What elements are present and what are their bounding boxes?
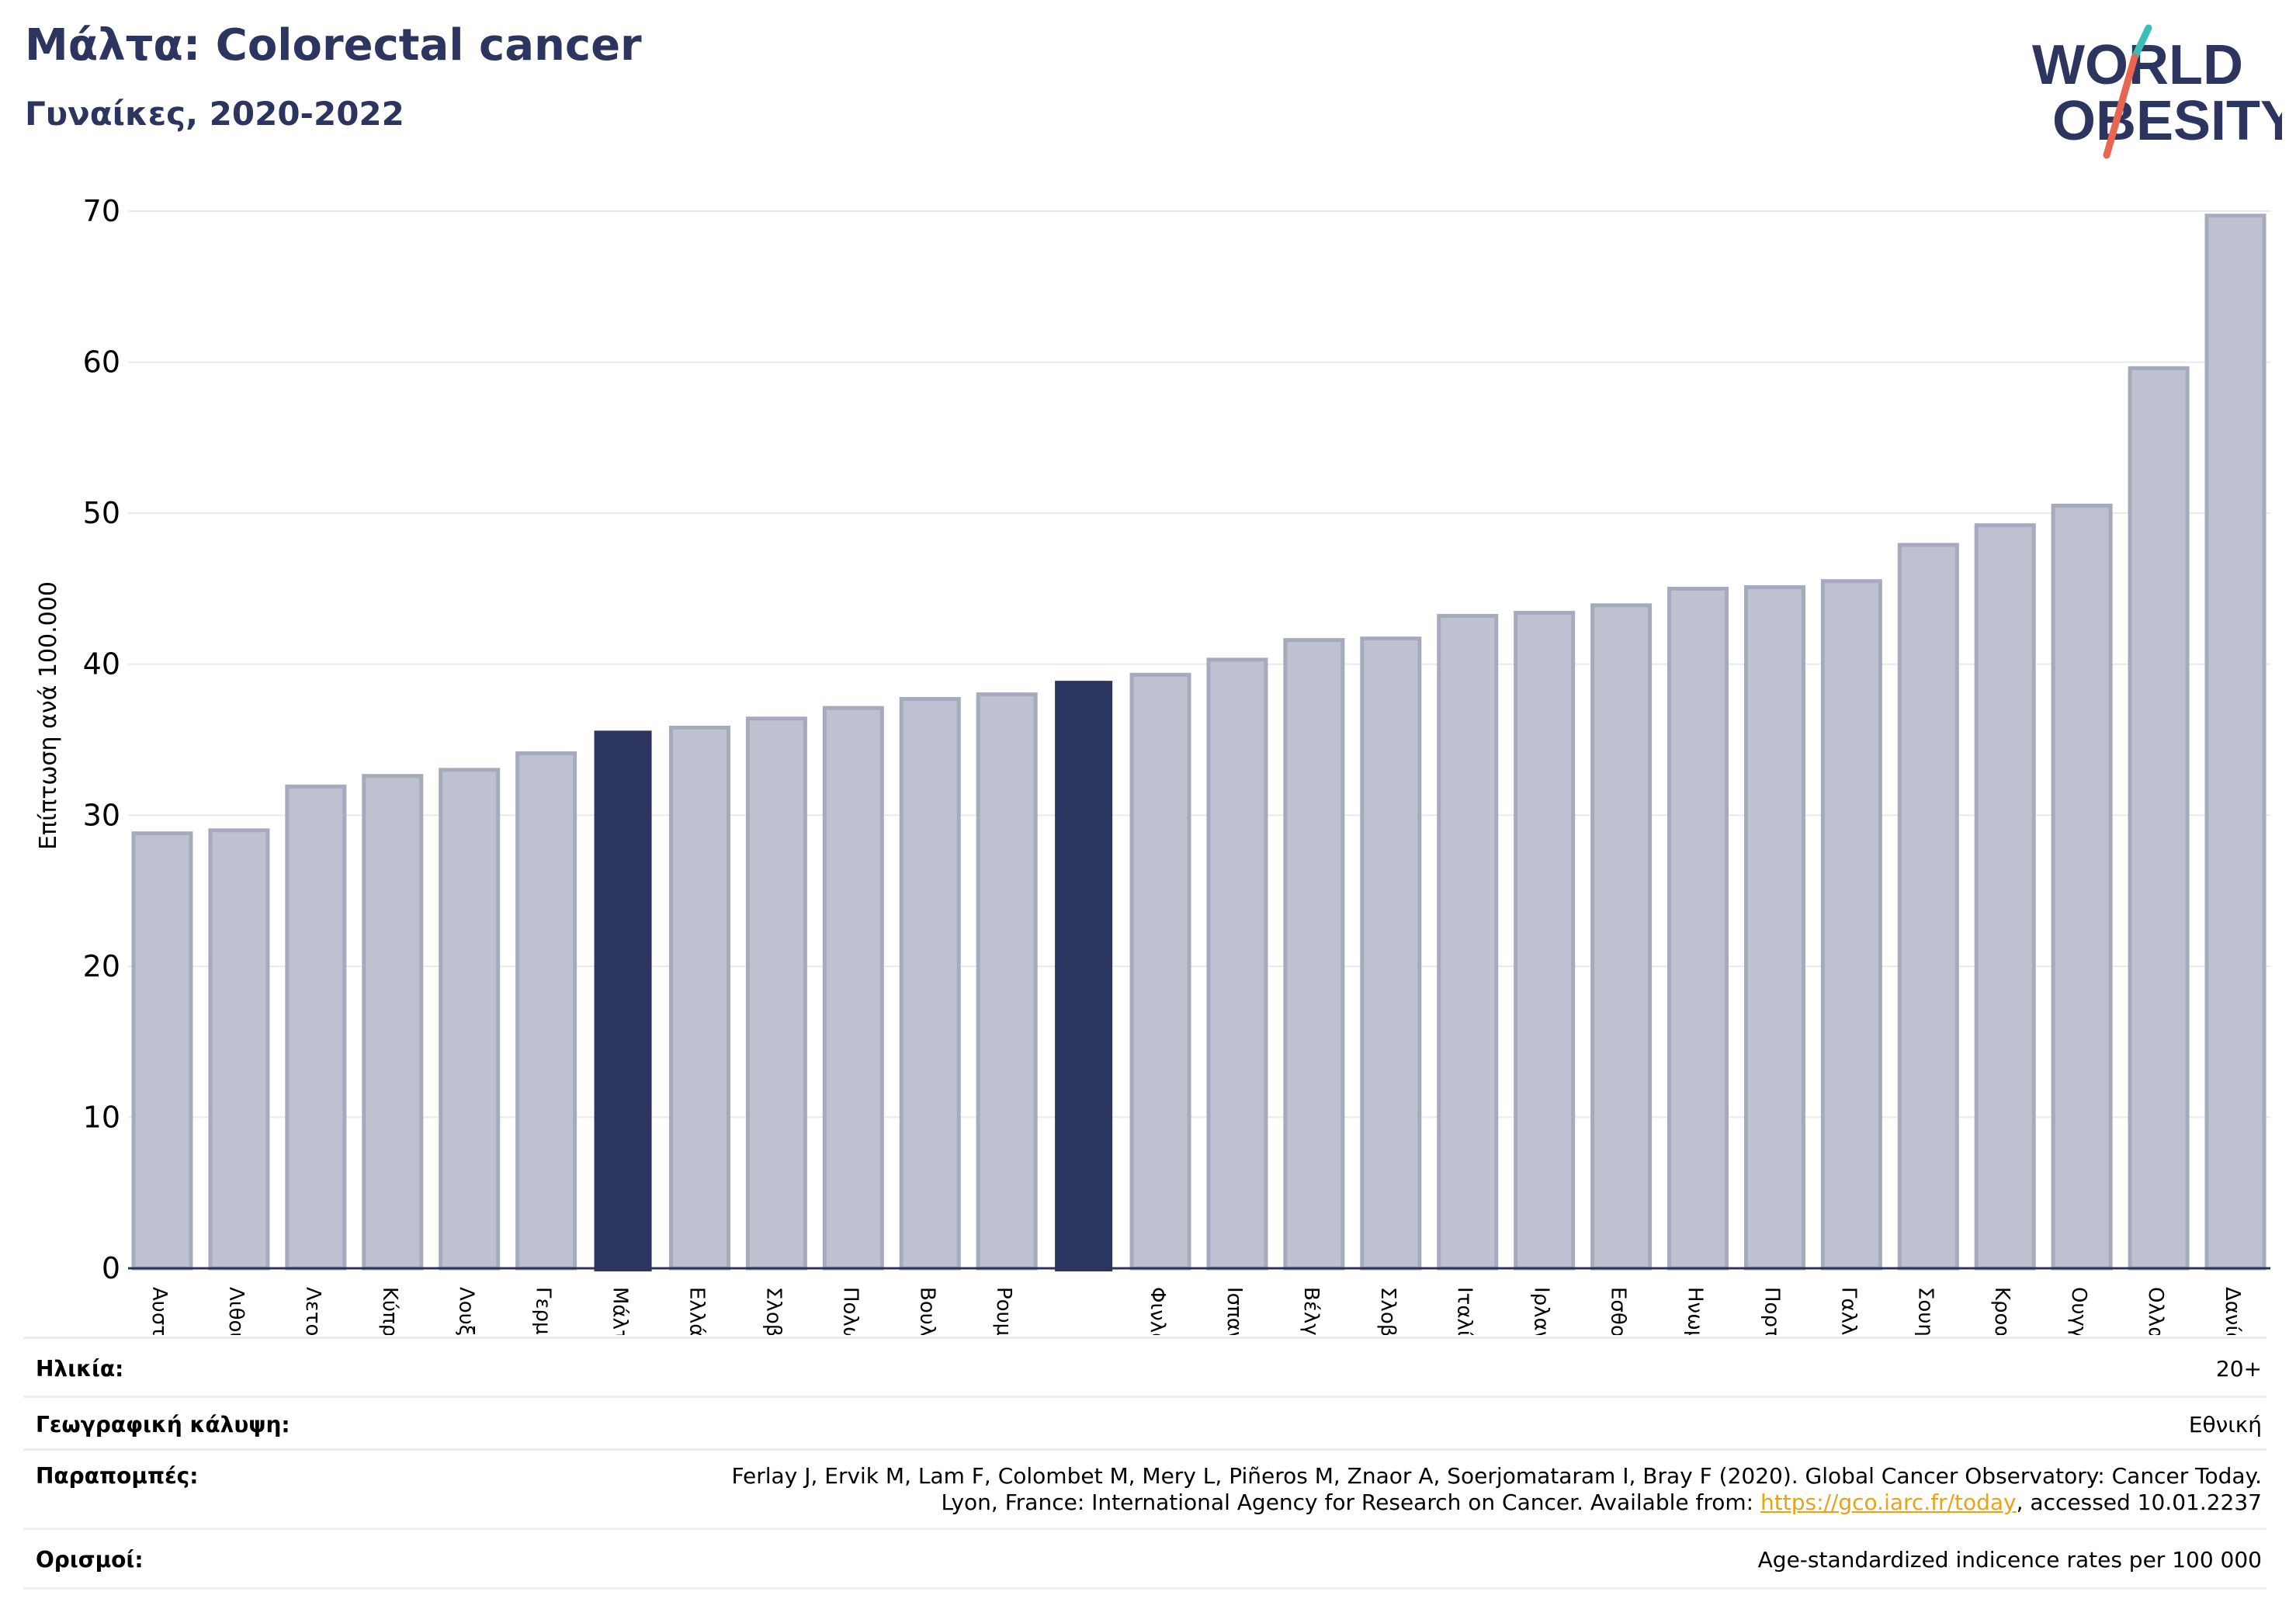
chart-title: Μάλτα: Colorectal cancer [25, 20, 642, 71]
bar [899, 696, 961, 1271]
x-tick-label: Γερμανία [532, 1287, 555, 1335]
y-axis-label: Επίπτωση ανά 100.000 [35, 581, 62, 850]
x-tick-label: Πολωνία [838, 1287, 862, 1335]
x-tick-label: Κύπρος [378, 1287, 401, 1335]
bar [822, 706, 884, 1271]
age-value: 20+ [2215, 1356, 2262, 1382]
x-tick-label: Βέλγιο [1299, 1287, 1323, 1335]
x-tick-label: Ιταλία [1453, 1287, 1476, 1335]
references-line-2: Lyon, France: International Agency for R… [731, 1489, 2262, 1516]
definitions-value: Age-standardized indicence rates per 100… [1757, 1547, 2262, 1573]
y-tick-label: 10 [83, 1100, 120, 1134]
info-row-age: Ηλικία: 20+ [23, 1337, 2267, 1398]
x-tick-label: Φινλανδία [1146, 1287, 1169, 1335]
bar [362, 774, 424, 1271]
x-tick-label: Ισπανία [1223, 1287, 1246, 1335]
bar-highlighted [1055, 681, 1113, 1271]
bar [668, 725, 730, 1271]
bar [1514, 611, 1576, 1271]
x-axis-labels: Αυστρία Λιθουανία Λετονία Κύπρος Λουξεμβούργ… [147, 1287, 2244, 1335]
y-tick-label: 40 [83, 647, 120, 681]
x-tick-label: Ρουμανία [992, 1287, 1015, 1335]
logo-word-obesity: OBESITY [2052, 90, 2282, 152]
bar [745, 716, 807, 1271]
x-tick-label: Λουξεμβούργο [455, 1287, 478, 1335]
y-tick-label: 30 [83, 798, 120, 832]
x-tick-label: Ιρλανδία [1530, 1287, 1553, 1335]
bar [1360, 636, 1422, 1271]
bar [1129, 672, 1191, 1271]
bar-chart: 0 10 20 30 40 50 60 70 Επίπτωση ανά 100.000 Αυσ… [35, 194, 2270, 1335]
bar [1590, 603, 1653, 1271]
x-tick-label: Ολλανδία [2144, 1287, 2167, 1335]
x-tick-label: Λιθουανία [224, 1287, 248, 1335]
x-tick-label: Αυστρία [147, 1287, 171, 1335]
y-tick-label: 60 [83, 345, 120, 380]
y-tick-label: 0 [102, 1251, 120, 1285]
bar-highlighted [594, 730, 652, 1271]
bar [1820, 579, 1882, 1271]
bar [1897, 543, 1959, 1271]
bar [131, 831, 193, 1271]
bar [1283, 638, 1345, 1271]
x-tick-label: Κροατία [1990, 1287, 2013, 1335]
bar [1667, 586, 1729, 1271]
x-tick-label: Ουγγαρία [2067, 1287, 2090, 1335]
bar [1437, 613, 1499, 1271]
bar [2128, 366, 2190, 1271]
y-axis-ticks: 0 10 20 30 40 50 60 70 [83, 194, 120, 1285]
coverage-value: Εθνική [2188, 1412, 2262, 1437]
y-tick-label: 70 [83, 194, 120, 228]
chart-subtitle: Γυναίκες, 2020-2022 [25, 95, 404, 133]
x-tick-label: Λετονία [301, 1287, 324, 1335]
definitions-label: Ορισμοί: [36, 1547, 144, 1573]
bar [208, 828, 270, 1271]
references-label: Παραπομπές: [36, 1463, 199, 1489]
bars [131, 213, 2267, 1271]
bar [1206, 657, 1268, 1271]
references-line-2-start: Lyon, France: International Agency for R… [941, 1489, 1760, 1515]
info-row-coverage: Γεωγραφική κάλυψη: Εθνική [23, 1396, 2267, 1451]
bar [976, 692, 1038, 1271]
x-tick-label: Γαλλία [1836, 1287, 1860, 1335]
x-tick-label: Σουηδία [1913, 1287, 1937, 1335]
y-tick-label: 50 [83, 496, 120, 530]
x-tick-label: Πορτογαλία [1760, 1287, 1783, 1335]
logo-slash-teal [2131, 24, 2152, 61]
world-obesity-logo: WORLD OBESITY [2032, 24, 2282, 159]
info-row-definitions: Ορισμοί: Age-standardized indicence rate… [23, 1528, 2267, 1590]
bar [1974, 523, 2036, 1271]
bar [2204, 213, 2267, 1271]
bar [285, 784, 347, 1271]
references-text: Ferlay J, Ervik M, Lam F, Colombet M, Me… [731, 1463, 2262, 1516]
info-row-references: Παραπομπές: Ferlay J, Ervik M, Lam F, Co… [23, 1448, 2267, 1530]
bar [1743, 584, 1805, 1271]
bar [439, 768, 501, 1271]
x-tick-label: Εσθονία [1607, 1287, 1630, 1335]
x-tick-label: Βουλγαρία [915, 1287, 938, 1335]
bar [515, 751, 577, 1271]
logo-slash-coral [2103, 54, 2138, 159]
x-tick-label: Σλοβακία [1376, 1287, 1399, 1335]
age-label: Ηλικία: [36, 1356, 124, 1382]
y-tick-label: 20 [83, 949, 120, 983]
x-tick-label: Ελλάδα [685, 1287, 708, 1335]
references-line-2-end: , accessed 10.01.2237 [2016, 1489, 2262, 1515]
bar [2051, 503, 2113, 1271]
coverage-label: Γεωγραφική κάλυψη: [36, 1412, 290, 1437]
references-line-1: Ferlay J, Ervik M, Lam F, Colombet M, Me… [731, 1463, 2262, 1489]
x-tick-label: Μάλτα [609, 1287, 632, 1335]
x-tick-label: Δανία [2221, 1287, 2244, 1335]
references-link[interactable]: https://gco.iarc.fr/today [1760, 1489, 2017, 1515]
x-tick-label: Σλοβενία [761, 1287, 785, 1335]
x-tick-label: Ηνωμένο Βασίλειο [1684, 1287, 1707, 1335]
